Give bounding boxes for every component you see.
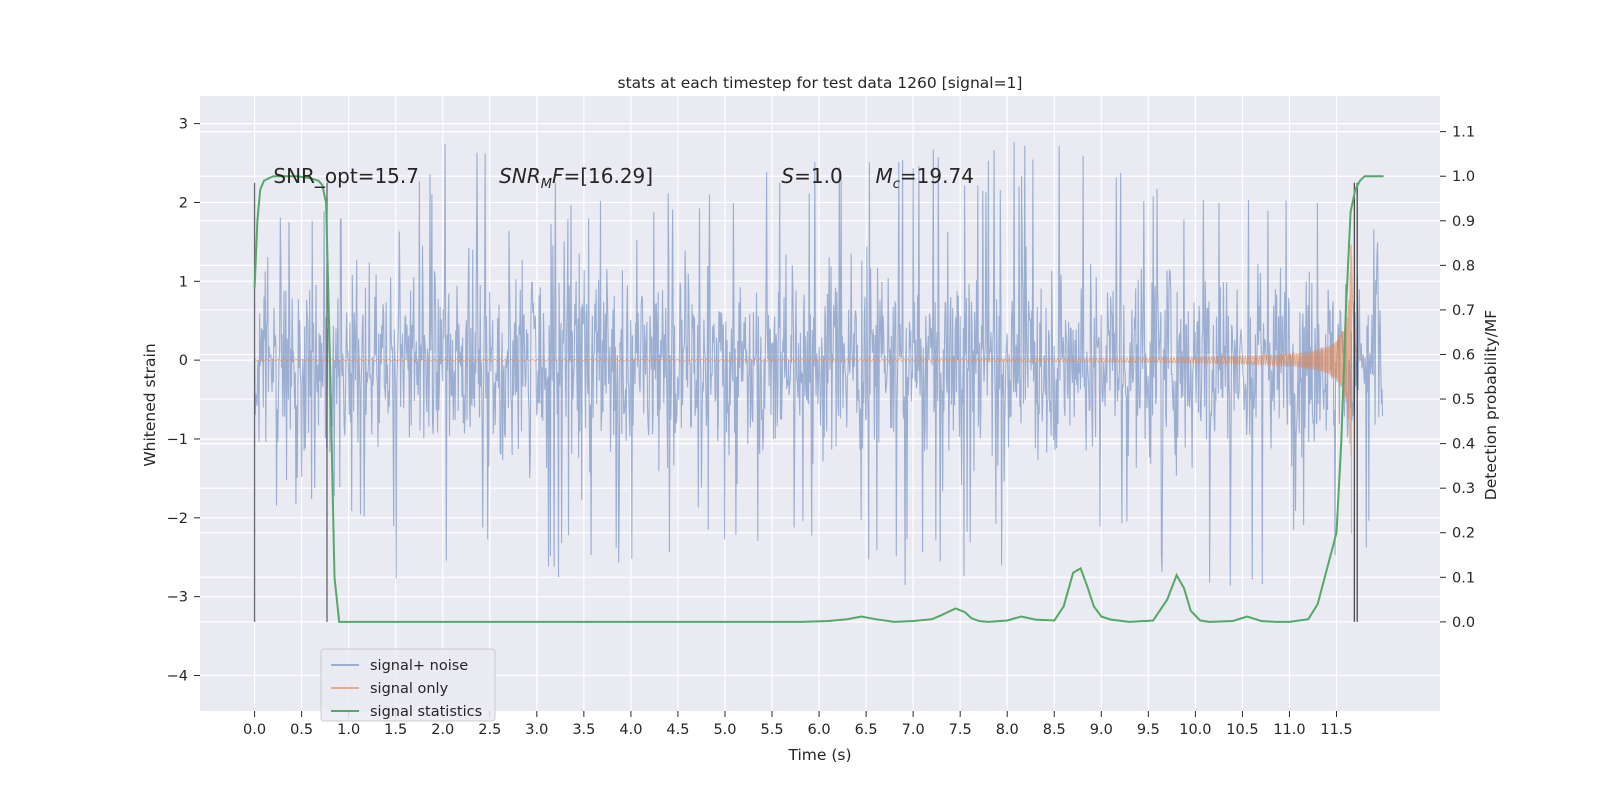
- y-tick-label-right: 0.0: [1452, 615, 1475, 631]
- x-tick-label: 10.5: [1226, 722, 1258, 738]
- y-tick-label-left: −4: [167, 669, 188, 685]
- x-tick-label: 6.0: [808, 722, 831, 738]
- series-signal-noise: [254, 141, 1384, 586]
- y-tick-label-left: 2: [179, 195, 188, 211]
- y-tick-label-left: −1: [167, 432, 188, 448]
- y-tick-label-left: 3: [179, 117, 188, 133]
- x-tick-label: 7.0: [902, 722, 925, 738]
- annotations: SNR_opt=15.7 SNRMF=[16.29] S=1.0 Mc=19.74: [273, 164, 974, 192]
- x-tick-label: 3.5: [572, 722, 595, 738]
- x-tick-label: 9.5: [1137, 722, 1160, 738]
- legend: signal+ noise signal only signal statistic…: [320, 648, 496, 722]
- y-tick-label-right: 0.6: [1452, 347, 1475, 363]
- x-tick-label: 8.0: [996, 722, 1019, 738]
- x-tick-label: 0.5: [290, 722, 313, 738]
- signal-only-line: [254, 244, 1365, 534]
- y-tick-label-right: 1.0: [1452, 169, 1475, 185]
- ticks: 0.0 0.5 1.0 1.5 2.0 2.5 3.0 3.5 4.0 4.5 5.0 5.5 6.0 6…: [167, 117, 1475, 738]
- legend-label: signal+ noise: [370, 658, 468, 674]
- annotation-s: S=1.0: [781, 164, 842, 188]
- legend-box: [320, 648, 496, 722]
- chart-title: stats at each timestep for test data 126…: [618, 74, 1023, 92]
- series-signal-statistics: [253, 175, 1384, 623]
- y-tick-label-left: −3: [167, 590, 188, 606]
- x-tick-label: 8.5: [1043, 722, 1066, 738]
- y-tick-label-right: 0.2: [1452, 526, 1475, 542]
- x-tick-label: 2.0: [431, 722, 454, 738]
- x-tick-label: 4.0: [619, 722, 642, 738]
- y-tick-label-right: 0.5: [1452, 392, 1475, 408]
- x-tick-label: 4.5: [666, 722, 689, 738]
- x-tick-label: 6.5: [855, 722, 878, 738]
- signal-noise-line: [254, 141, 1384, 586]
- series-signal-only: [254, 244, 1365, 534]
- x-tick-label: 11.5: [1320, 722, 1352, 738]
- x-tick-label: 3.0: [525, 722, 548, 738]
- y-tick-label-right: 0.7: [1452, 303, 1475, 319]
- annotation-plain: SNR_opt=15.7: [273, 164, 419, 188]
- x-tick-label: 7.5: [949, 722, 972, 738]
- y-tick-label-right: 1.1: [1452, 125, 1475, 141]
- y-tick-label-right: 0.8: [1452, 258, 1475, 274]
- x-tick-label: 5.5: [760, 722, 783, 738]
- x-tick-label: 1.0: [337, 722, 360, 738]
- window-markers: [253, 182, 1358, 622]
- annotation-mf: SNRMF=[16.29]: [499, 164, 653, 192]
- x-tick-label: 9.0: [1090, 722, 1113, 738]
- x-tick-label: 1.5: [384, 722, 407, 738]
- y-axis-label-right: Detection probability/MF: [1482, 310, 1500, 501]
- y-tick-label-left: 0: [179, 353, 188, 369]
- y-tick-label-right: 0.4: [1452, 437, 1475, 453]
- legend-label: signal statistics: [370, 704, 482, 720]
- y-tick-label-right: 0.9: [1452, 214, 1475, 230]
- annotation-mc: Mc=19.74: [876, 164, 974, 192]
- y-tick-label-right: 0.3: [1452, 481, 1475, 497]
- x-tick-label: 2.5: [478, 722, 501, 738]
- x-tick-label: 11.0: [1273, 722, 1305, 738]
- x-tick-label: 0.0: [243, 722, 266, 738]
- y-tick-label-left: −2: [167, 511, 188, 527]
- x-axis-label: Time (s): [787, 746, 851, 764]
- legend-label: signal only: [370, 681, 449, 697]
- y-axis-label-left: Whitened strain: [141, 343, 159, 466]
- y-tick-label-left: 1: [179, 274, 188, 290]
- x-tick-label: 10.0: [1179, 722, 1211, 738]
- x-tick-label: 5.0: [713, 722, 736, 738]
- signal-statistics-line: [253, 175, 1384, 623]
- y-tick-label-right: 0.1: [1452, 570, 1475, 586]
